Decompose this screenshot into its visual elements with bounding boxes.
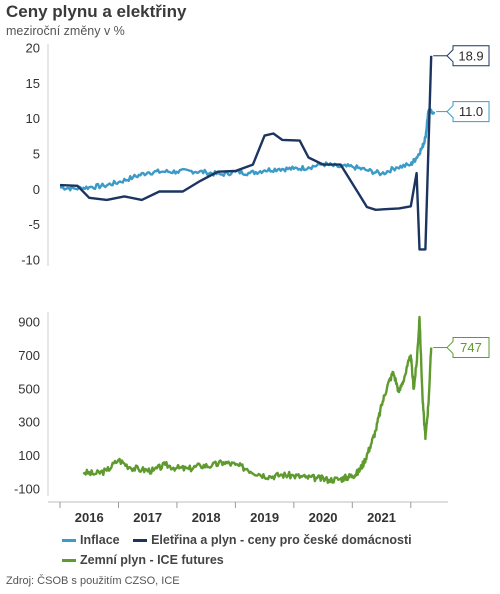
top-y-tick-label: 15 (26, 76, 40, 91)
end-labels: 11.0 18.9 747 (433, 45, 490, 359)
top-y-tick-label: 20 (26, 41, 40, 56)
bottom-y-tick-label: 900 (18, 315, 40, 330)
bottom-y-tick-label: -100 (14, 482, 40, 497)
series-line-plyn (82, 315, 433, 484)
legend-item-inflace: Inflace (62, 530, 120, 550)
end-label-text: 11.0 (459, 104, 483, 119)
bottom-y-tick-label: 100 (18, 448, 40, 463)
x-tick-label: 2017 (133, 510, 162, 525)
top-y-tick-label: -5 (28, 217, 40, 232)
top-y-tick-label: 5 (33, 147, 40, 162)
legend-item-plyn: Zemní plyn - ICE futures (62, 550, 224, 570)
legend-swatch-inflace (62, 539, 76, 543)
bottom-y-tick-label: 700 (18, 348, 40, 363)
end-label-box (446, 337, 490, 359)
top-y-tick-label: 10 (26, 111, 40, 126)
top-y-tick-label: 0 (33, 182, 40, 197)
x-tick-label: 2020 (309, 510, 338, 525)
end-label-text: 18.9 (458, 48, 483, 63)
x-tick-label: 2016 (75, 510, 104, 525)
end-label-box (446, 101, 490, 123)
chart-subtitle: meziroční změny v % (6, 24, 125, 38)
bottom-y-tick-label: 300 (18, 415, 40, 430)
bottom-y-axis: 900 700 500 300 100 -100 (14, 312, 49, 497)
legend-label-elektrina: Eletřina a plyn - ceny pro české domácno… (151, 533, 412, 547)
series-line-inflace (59, 108, 436, 192)
source-note: Zdroj: ČSOB s použitím CZSO, ICE (6, 575, 180, 587)
x-tick-label: 2018 (192, 510, 221, 525)
x-tick-label: 2021 (367, 510, 396, 525)
series-line-elektrina (59, 55, 433, 251)
end-label-box (446, 45, 490, 67)
chart-title: Ceny plynu a elektřiny (6, 2, 187, 21)
top-y-axis: 20 15 10 5 0 -5 -10 (21, 41, 49, 268)
legend: Inflace Eletřina a plyn - ceny pro české… (62, 530, 422, 570)
legend-item-elektrina: Eletřina a plyn - ceny pro české domácno… (133, 530, 412, 550)
legend-swatch-plyn (62, 559, 76, 563)
bottom-y-tick-label: 500 (18, 381, 40, 396)
series-layer (59, 55, 436, 484)
end-label-text: 747 (460, 340, 482, 355)
legend-label-plyn: Zemní plyn - ICE futures (80, 553, 224, 567)
x-tick-label: 2019 (250, 510, 279, 525)
legend-swatch-elektrina (133, 539, 148, 543)
x-axis: 2016 2017 2018 2019 2020 2021 (48, 501, 448, 525)
legend-label-inflace: Inflace (80, 533, 120, 547)
top-y-tick-label: -10 (21, 253, 40, 268)
